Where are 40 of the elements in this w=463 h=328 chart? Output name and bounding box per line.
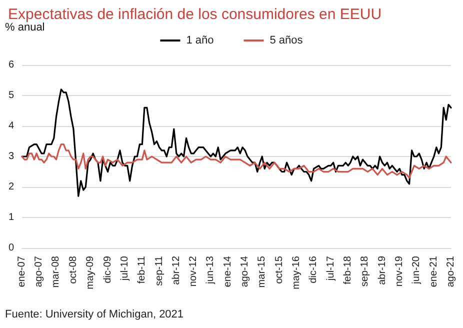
x-tick-label: abr-12 xyxy=(170,256,182,285)
line-series xyxy=(21,144,452,179)
legend-label: 5 años xyxy=(270,34,304,46)
x-tick-label: abr-19 xyxy=(376,256,388,285)
source-note: Fuente: University of Michigan, 2021 xyxy=(5,308,184,320)
y-tick-label: 4 xyxy=(8,120,14,132)
x-tick-label: oct-08 xyxy=(68,256,79,284)
x-tick-label: may-16 xyxy=(291,256,302,290)
y-axis-title: % anual xyxy=(5,22,45,34)
x-tick-label: nov-19 xyxy=(394,256,406,287)
x-tick-label: ene-14 xyxy=(222,256,234,288)
x-tick-label: nov-12 xyxy=(188,256,200,287)
x-tick-label: may-09 xyxy=(85,256,96,290)
y-tick-label: 6 xyxy=(8,60,14,70)
line-series xyxy=(21,88,452,197)
x-tick-label: dic-09 xyxy=(102,256,114,284)
y-tick-label: 5 xyxy=(8,90,14,101)
x-tick-label: sep-11 xyxy=(154,256,165,286)
y-tick-label: 1 xyxy=(8,212,14,223)
x-tick-label: jul-17 xyxy=(325,256,336,282)
y-tick-label: 3 xyxy=(8,151,14,162)
x-tick-label: feb-18 xyxy=(342,256,354,284)
x-tick-label: ene-07 xyxy=(16,256,28,288)
y-tick-label: 0 xyxy=(8,242,14,254)
x-tick-label: mar-08 xyxy=(50,256,62,288)
x-tick-label: ago-21 xyxy=(446,256,456,288)
x-tick-label: dic-16 xyxy=(308,256,320,284)
x-tick-label: ago-14 xyxy=(240,256,251,288)
x-tick-label: jun-20 xyxy=(411,256,422,285)
y-tick-label: 2 xyxy=(8,182,14,192)
x-tick-label: jul-10 xyxy=(119,256,130,282)
x-tick-label: ago-07 xyxy=(34,256,45,288)
x-tick-label: sep-18 xyxy=(360,256,371,287)
x-tick-label: oct-15 xyxy=(274,256,285,284)
x-tick-label: ene-21 xyxy=(428,256,440,288)
legend-label: 1 año xyxy=(186,34,214,46)
chart-title: Expectativas de inflación de los consumidores en EEUU xyxy=(8,6,382,23)
x-tick-label: jun-13 xyxy=(205,256,216,285)
x-tick-label: mar-15 xyxy=(256,256,268,288)
x-tick-label: feb-11 xyxy=(136,256,148,284)
